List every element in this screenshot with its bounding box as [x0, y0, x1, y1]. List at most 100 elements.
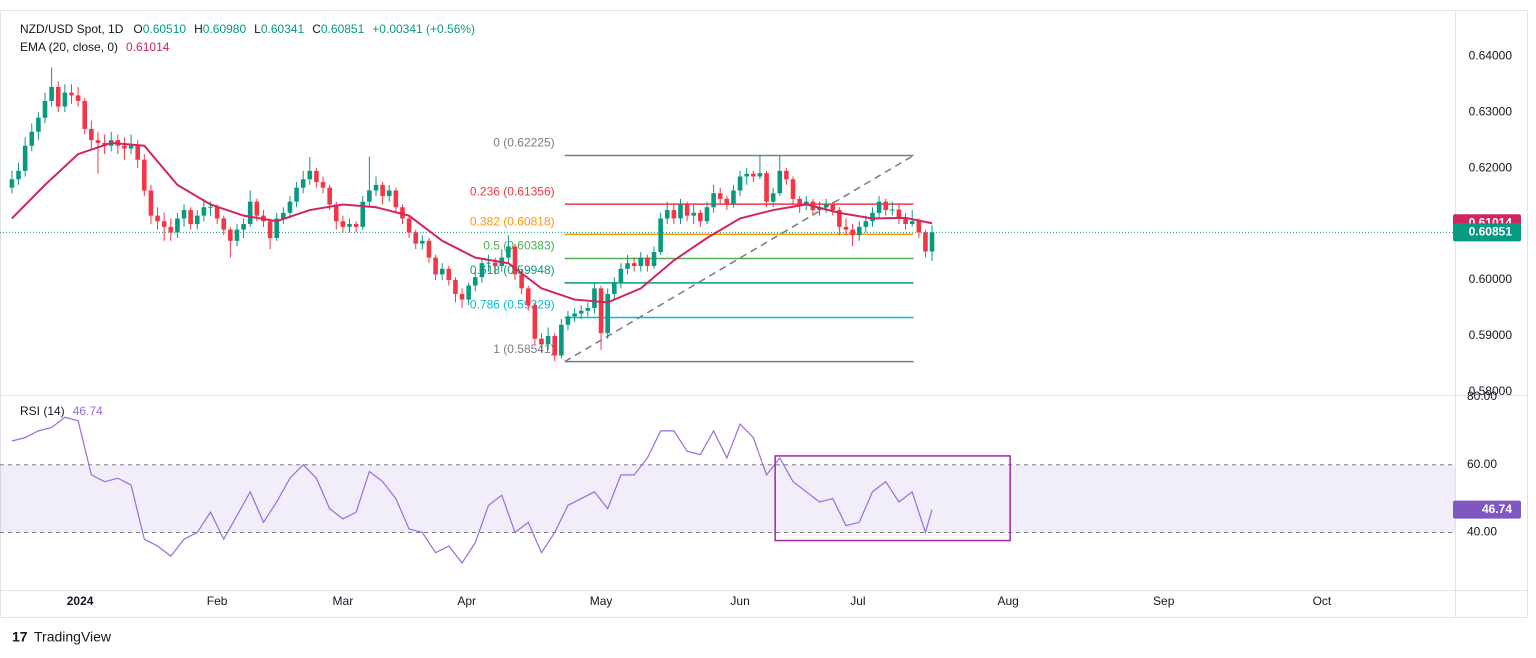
ohlc-key: C — [312, 22, 321, 36]
candle-body — [612, 282, 617, 294]
candle-body — [168, 226, 174, 233]
fib-label: 0.786 (0.59329) — [470, 298, 555, 312]
candle-body — [651, 252, 657, 266]
candle-body — [214, 206, 220, 219]
candle-body — [75, 95, 81, 101]
candle-body — [287, 201, 293, 213]
candle-body — [314, 170, 319, 183]
candle-body — [492, 262, 498, 266]
candle-body — [433, 257, 438, 275]
candle-body — [340, 221, 346, 227]
candle-body — [208, 206, 213, 208]
candle-body — [254, 201, 260, 216]
candle-body — [770, 193, 776, 202]
price-badge — [1453, 223, 1521, 242]
candle-body — [347, 224, 352, 227]
candle-body — [459, 293, 465, 300]
legend-symbol: NZD/USD Spot, 1D O0.60510 H0.60980 L0.60341… — [20, 22, 475, 36]
candle-body — [519, 274, 524, 289]
ohlc-key: O — [133, 22, 142, 36]
candle-body — [870, 212, 875, 222]
rsi-line — [11, 416, 933, 564]
candle-body — [320, 182, 326, 188]
candle-body — [684, 204, 690, 216]
fib-label: 0.5 (0.60383) — [483, 239, 554, 253]
rsi-label: RSI (14) — [20, 404, 65, 418]
y-tick-label: 40.00 — [1467, 525, 1497, 539]
candle-body — [267, 221, 273, 239]
candle-body — [479, 263, 485, 278]
candle-body — [757, 173, 763, 177]
fib-label: 0.236 (0.61356) — [470, 184, 555, 198]
candle-body — [333, 204, 339, 222]
candle-body — [9, 179, 15, 188]
candle-body — [923, 232, 928, 252]
y-tick-label: 0.58000 — [1469, 384, 1513, 398]
price-badge — [1453, 500, 1521, 519]
candle-body — [439, 268, 445, 275]
candle-body — [552, 335, 558, 356]
candle-body — [95, 140, 101, 143]
x-tick-label: May — [590, 594, 613, 608]
candle-body — [89, 128, 94, 141]
footer: TradingView — [34, 629, 112, 645]
candle-body — [784, 170, 789, 180]
y-tick-label: 0.64000 — [1469, 48, 1513, 62]
candle-body — [678, 204, 683, 219]
fib-label: 0 (0.62225) — [493, 136, 554, 150]
candle-body — [691, 212, 697, 216]
ohlc-key: H — [194, 22, 203, 36]
change: +0.00341 (+0.56%) — [372, 22, 475, 36]
candle-body — [823, 204, 829, 208]
candle-body — [856, 226, 862, 236]
candle-body — [161, 221, 167, 227]
x-tick-label: Mar — [333, 594, 354, 608]
candle-body — [711, 193, 716, 208]
x-tick-label: Aug — [997, 594, 1018, 608]
candle-body — [148, 190, 154, 216]
candle-body — [274, 218, 280, 239]
candle-body — [453, 279, 458, 294]
candle-body — [247, 201, 253, 225]
candle-body — [539, 338, 544, 345]
x-tick-label: 2024 — [67, 594, 94, 608]
logo-mark: 17 — [12, 629, 28, 645]
candle-body — [420, 240, 425, 244]
candle-body — [731, 190, 736, 205]
candle-body — [142, 159, 147, 191]
candle-body — [532, 305, 538, 339]
candle-body — [850, 229, 855, 236]
candle-body — [572, 313, 577, 317]
candle-body — [592, 288, 597, 308]
candle-body — [221, 218, 227, 230]
candle-body — [426, 240, 432, 258]
candle-body — [380, 184, 385, 197]
candle-body — [896, 209, 902, 219]
symbol: NZD/USD Spot, 1D — [20, 22, 124, 36]
candle-body — [446, 268, 452, 280]
rsi-band — [0, 464, 1455, 533]
candle-body — [545, 335, 551, 345]
candle-body — [400, 207, 405, 219]
trend-line — [564, 154, 914, 363]
frame — [0, 10, 1528, 618]
candle-body — [82, 100, 88, 129]
ohlc-value: 0.60980 — [203, 22, 247, 36]
rsi-value: 46.74 — [73, 404, 103, 418]
candle-body — [486, 262, 491, 264]
candle-body — [658, 218, 663, 253]
candle-body — [559, 324, 564, 356]
candle-body — [22, 145, 28, 171]
candle-body — [188, 210, 193, 225]
candle-body — [777, 170, 783, 194]
x-tick-label: Jun — [730, 594, 749, 608]
y-tick-label: 0.62000 — [1469, 160, 1513, 174]
ema-label: EMA (20, close, 0) — [20, 40, 118, 54]
candle-body — [525, 288, 531, 306]
candle-body — [631, 263, 637, 266]
x-tick-label: Sep — [1153, 594, 1175, 608]
ohlc-value: 0.60341 — [261, 22, 305, 36]
fib-label: 0.382 (0.60818) — [470, 214, 555, 228]
x-tick-label: Apr — [457, 594, 476, 608]
